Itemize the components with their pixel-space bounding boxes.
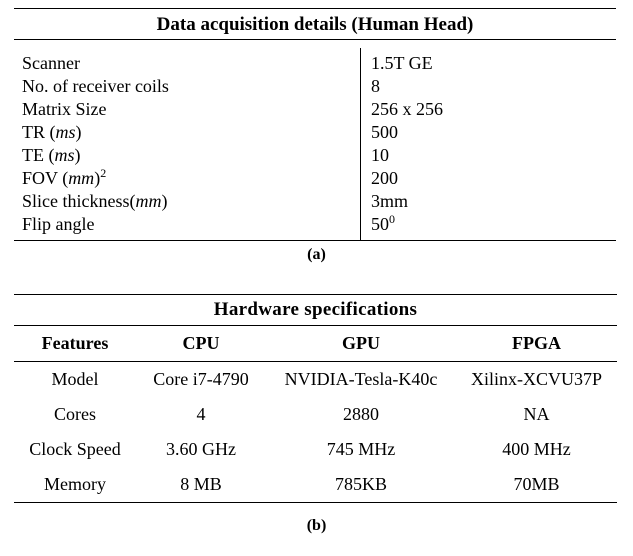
table-title-row: Data acquisition details (Human Head) — [14, 8, 616, 40]
column-header: Features — [14, 325, 136, 362]
table-cell: Model — [51, 369, 99, 389]
table-row: TE (ms) 10 — [14, 144, 616, 167]
table-title-row: Hardware specifications — [14, 294, 617, 326]
row-label-text: FOV — [22, 168, 58, 188]
row-label: Scanner — [14, 48, 361, 75]
table-row: Matrix Size 256 x 256 — [14, 98, 616, 121]
table-b-caption: (b) — [306, 517, 327, 534]
table-header-row: Features CPU GPU FPGA — [14, 325, 617, 362]
table-cell: Memory — [14, 467, 136, 503]
hardware-specifications-table: Hardware specifications Features CPU GPU… — [14, 294, 617, 503]
row-value: 200 — [371, 168, 398, 188]
row-label-exponent: 2 — [100, 166, 107, 180]
row-label-text: TR — [22, 122, 46, 142]
table-cell: NVIDIA-Tesla-K40c — [284, 369, 438, 389]
row-value: 1.5T GE — [371, 53, 433, 73]
table-row: No. of receiver coils 8 — [14, 75, 616, 98]
row-value: 3mm — [371, 191, 409, 211]
column-header: GPU — [266, 325, 456, 362]
table-row: Clock Speed 3.60 GHz 745 MHz 400 MHz — [14, 432, 617, 467]
row-label: TR (ms) — [14, 121, 361, 144]
row-label: Flip angle — [14, 213, 361, 241]
table-cell: Xilinx-XCVU37P — [470, 369, 602, 389]
table-row: Scanner 1.5T GE — [14, 48, 616, 75]
table-cell: Cores — [54, 404, 96, 424]
table-row: Memory 8 MB 785KB 70MB — [14, 467, 617, 503]
row-label-unit: mm — [68, 168, 95, 188]
column-header: FPGA — [456, 325, 617, 362]
row-label-text: TE — [22, 145, 44, 165]
row-label: TE (ms) — [14, 144, 361, 167]
table-cell: 745 MHz — [326, 439, 396, 459]
table-cell: 785KB — [266, 467, 456, 503]
table-cell: 70MB — [456, 467, 617, 503]
table-cell: 8 MB — [136, 467, 266, 503]
table-cell: 3.60 GHz — [166, 439, 236, 459]
row-label-unit: mm — [135, 191, 162, 211]
row-value: 500 — [371, 122, 398, 142]
table-row: TR (ms) 500 — [14, 121, 616, 144]
row-value: 256 x 256 — [371, 99, 443, 119]
table-cell: 4 — [196, 404, 206, 424]
table-cell: Core i7-4790 — [153, 369, 249, 389]
table-b-title: Hardware specifications — [14, 294, 617, 326]
row-value-text: 50 — [371, 214, 389, 234]
row-value: 500 — [360, 212, 616, 241]
row-label: Slice thickness(mm) — [14, 190, 361, 213]
table-cell: 2880 — [343, 404, 379, 424]
row-label-unit: ms — [54, 145, 75, 165]
row-value: 8 — [371, 76, 380, 96]
table-a-title: Data acquisition details (Human Head) — [14, 8, 616, 40]
table-row: Flip angle 500 — [14, 213, 616, 241]
table-row: FOV (mm)2 200 — [14, 167, 616, 190]
table-row: Cores 4 2880 NA — [14, 397, 617, 432]
table-row: Slice thickness(mm) 3mm — [14, 190, 616, 213]
row-value: 10 — [371, 145, 389, 165]
row-label: Matrix Size — [14, 98, 361, 121]
row-label: FOV (mm)2 — [14, 167, 361, 190]
row-label-unit: ms — [55, 122, 76, 142]
table-cell: 400 MHz — [502, 439, 571, 459]
table-row: Model Core i7-4790 NVIDIA-Tesla-K40c Xil… — [14, 362, 617, 398]
column-header: CPU — [136, 325, 266, 362]
row-label-text: Slice thickness — [22, 191, 130, 211]
row-label: No. of receiver coils — [14, 75, 361, 98]
table-cell: Clock Speed — [29, 439, 121, 459]
data-acquisition-table: Data acquisition details (Human Head) Sc… — [14, 8, 616, 241]
table-cell: NA — [523, 404, 550, 424]
row-value-exponent: 0 — [389, 212, 395, 226]
table-a-caption: (a) — [307, 246, 326, 263]
